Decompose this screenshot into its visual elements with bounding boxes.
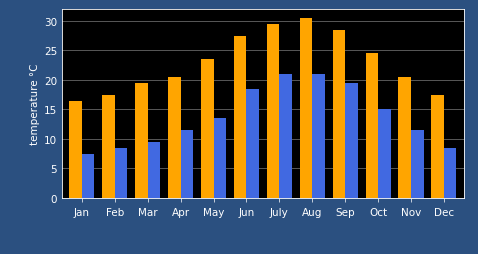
Bar bbox=[300, 19, 312, 198]
Bar bbox=[168, 78, 181, 198]
Bar bbox=[234, 37, 247, 198]
Bar bbox=[135, 84, 148, 198]
Bar bbox=[201, 60, 214, 198]
Bar bbox=[214, 119, 226, 198]
Bar bbox=[444, 148, 456, 198]
Bar bbox=[432, 95, 444, 198]
Bar bbox=[399, 78, 411, 198]
Bar bbox=[148, 142, 160, 198]
Bar bbox=[181, 131, 193, 198]
Bar bbox=[247, 89, 259, 198]
Bar bbox=[115, 148, 127, 198]
Bar bbox=[333, 31, 345, 198]
Bar bbox=[366, 54, 378, 198]
Bar bbox=[267, 25, 279, 198]
Bar bbox=[82, 154, 94, 198]
Y-axis label: temperature °C: temperature °C bbox=[30, 64, 40, 145]
Bar bbox=[279, 75, 292, 198]
Bar bbox=[312, 75, 325, 198]
Bar bbox=[69, 101, 82, 198]
Bar bbox=[411, 131, 424, 198]
Bar bbox=[102, 95, 115, 198]
Bar bbox=[378, 110, 391, 198]
Bar bbox=[345, 84, 358, 198]
